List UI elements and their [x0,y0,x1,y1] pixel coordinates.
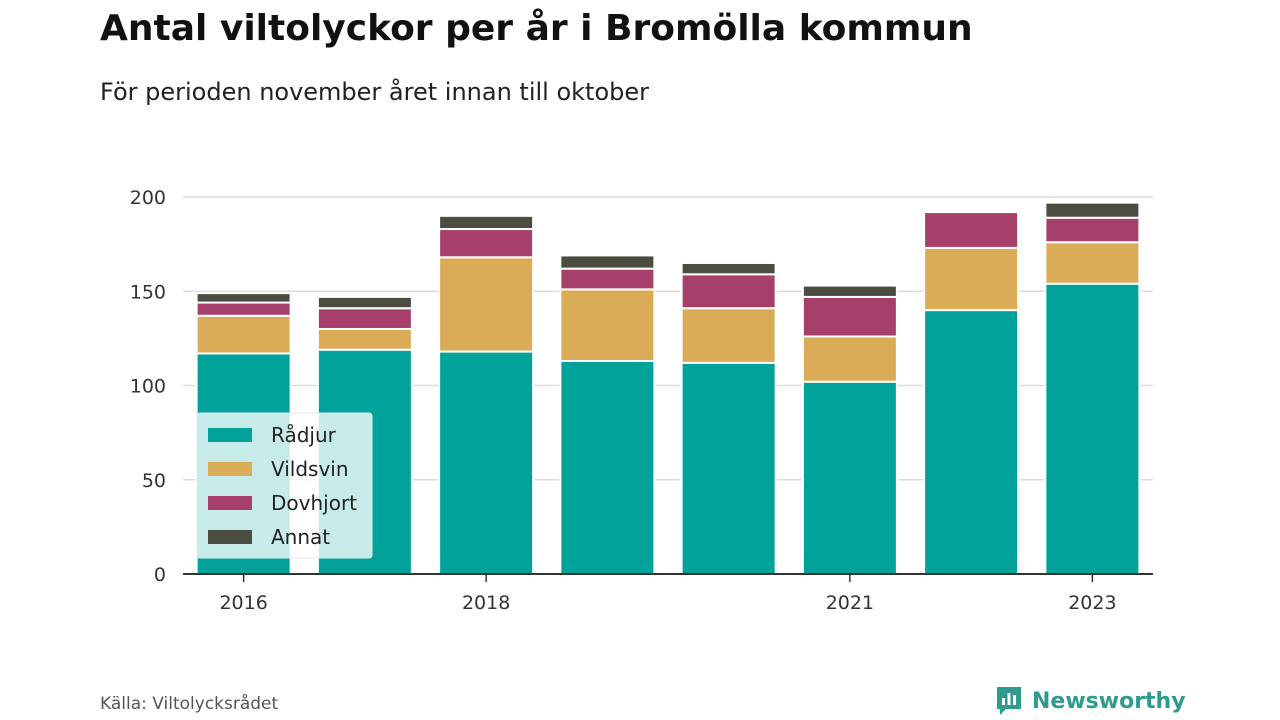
bar-segment [680,261,777,276]
y-tick-label: 200 [130,187,166,209]
legend-swatch [208,496,252,510]
legend-label: Rådjur [271,423,337,447]
bar-segment [801,335,898,383]
bar-segment [195,301,292,317]
bar-segment [923,211,1020,249]
bar-segment [801,295,898,338]
x-tick-label: 2021 [826,592,874,614]
y-tick-label: 100 [130,376,166,398]
legend-label: Dovhjort [271,491,357,515]
brand[interactable]: Newsworthy [994,684,1186,718]
legend-label: Vildsvin [271,457,349,481]
x-tick-label: 2016 [219,592,267,614]
bar-segment [195,292,292,304]
bar-segment [438,350,535,575]
bar-segment [1044,201,1141,219]
bar-segment [1044,282,1141,575]
legend-box [196,412,373,559]
y-tick-label: 0 [154,564,166,586]
bar-segment [801,284,898,298]
bar-segment [923,246,1020,312]
bar-segment [680,307,777,364]
legend-label: Annat [271,525,330,549]
bar-segment [438,214,535,231]
source-note: Källa: Viltolycksrådet [100,694,279,714]
bar-segment [316,307,413,330]
y-tick-label: 50 [142,470,166,492]
bar-segment [438,256,535,353]
y-tick-label: 150 [130,281,166,303]
bar-segment [559,288,656,362]
bar-segment [559,254,656,270]
legend-swatch [208,530,252,544]
bar-segment [680,273,777,310]
legend-swatch [208,428,252,442]
bar-segment [316,327,413,351]
bar-segment [559,267,656,291]
newsworthy-logo-icon [997,687,1021,715]
bar-segment [1044,216,1141,244]
bar-segment [680,361,777,575]
chart-subtitle: För perioden november året innan till ok… [100,78,649,106]
bar-segment [195,314,292,355]
bar-segment [438,228,535,259]
bar-segment [801,380,898,576]
bar-segment [316,295,413,310]
brand-name: Newsworthy [1032,688,1186,714]
bar-segment [559,359,656,575]
bar-segment [1044,241,1141,285]
bar-segment [923,309,1020,575]
legend-swatch [208,462,252,476]
x-tick-label: 2023 [1068,592,1116,614]
chart-title: Antal viltolyckor per år i Bromölla komm… [100,8,973,49]
x-tick-label: 2018 [462,592,510,614]
